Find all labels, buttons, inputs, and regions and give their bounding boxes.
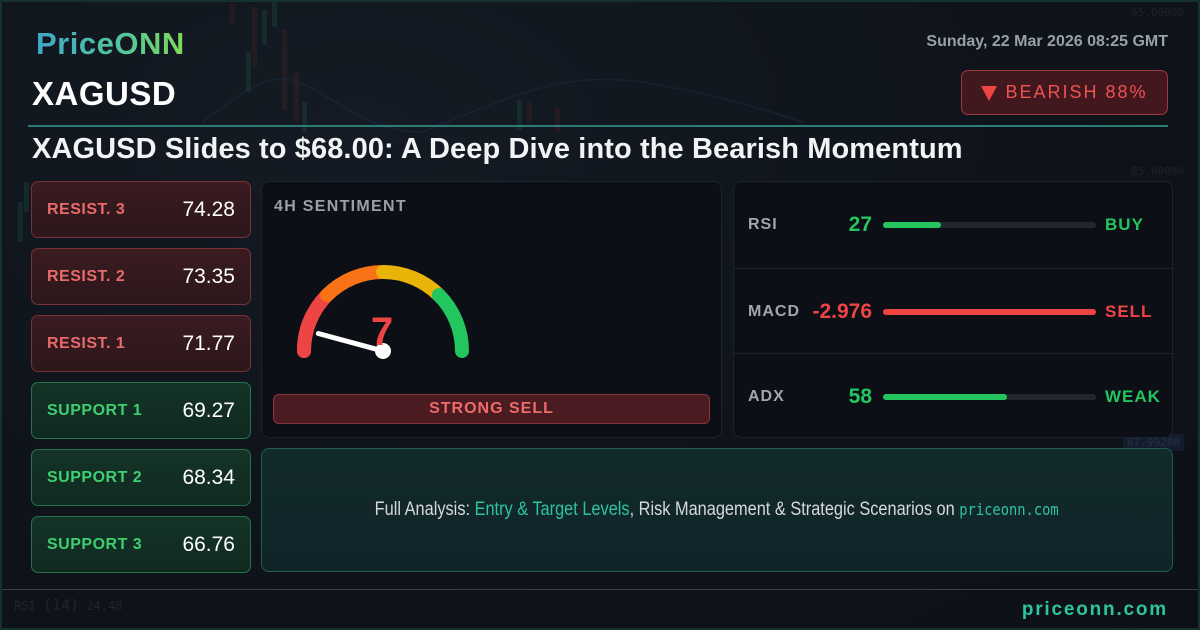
level-card-support-1: SUPPORT 1 69.27 xyxy=(31,382,251,439)
indicators-card: RSI 27 BUY MACD -2.976 SELL ADX 58 WEAK xyxy=(733,181,1173,438)
bias-badge: BEARISH 88% xyxy=(961,70,1168,115)
indicator-bar-fill xyxy=(883,393,1007,400)
down-triangle-icon xyxy=(981,86,998,101)
level-label: RESIST. 2 xyxy=(47,267,126,285)
cta-prefix: Full Analysis: xyxy=(374,499,475,520)
indicator-row-adx: ADX 58 WEAK xyxy=(734,353,1172,439)
indicator-signal: BUY xyxy=(1105,215,1144,234)
level-card-support-2: SUPPORT 2 68.34 xyxy=(31,449,251,506)
level-label: RESIST. 1 xyxy=(47,334,126,352)
brand-logo: PriceONN xyxy=(36,26,185,61)
rsi-pane-name: RSI xyxy=(14,599,36,613)
headline: XAGUSD Slides to $68.00: A Deep Dive int… xyxy=(32,133,963,165)
rsi-pane-value: 24.48 xyxy=(86,599,123,613)
indicator-name: ADX xyxy=(748,387,785,405)
footer-divider xyxy=(2,589,1198,590)
signal-label: STRONG SELL xyxy=(429,400,554,417)
gauge-value: 7 xyxy=(370,310,394,354)
level-card-support-3: SUPPORT 3 66.76 xyxy=(31,516,251,573)
level-card-resist-2: RESIST. 2 73.35 xyxy=(31,248,251,305)
indicator-bar-fill xyxy=(883,308,1096,315)
cta-site-link[interactable]: priceonn.com xyxy=(959,500,1059,519)
cta-middle: , Risk Management & Strategic Scenarios … xyxy=(629,499,960,520)
indicator-row-macd: MACD -2.976 SELL xyxy=(734,268,1172,354)
rsi-pane-label: RSI (14) 24.48 xyxy=(14,596,122,614)
footer-site-link[interactable]: priceonn.com xyxy=(1021,599,1168,620)
indicator-name: MACD xyxy=(748,302,800,320)
sentiment-title: 4H SENTIMENT xyxy=(274,198,407,215)
indicator-bar xyxy=(883,308,1096,315)
indicator-value: 27 xyxy=(848,213,872,236)
cta-text: Full Analysis: Entry & Target Levels, Ri… xyxy=(375,499,1059,521)
indicator-signal: WEAK xyxy=(1105,386,1161,406)
rsi-pane-period: (14) xyxy=(42,596,80,614)
sentiment-signal-badge: STRONG SELL xyxy=(273,394,710,424)
level-value: 68.34 xyxy=(182,465,235,489)
price-axis-label: 85.00000 xyxy=(1131,165,1184,178)
indicator-value: 58 xyxy=(848,384,872,408)
price-axis-label: 95.00000 xyxy=(1131,6,1184,19)
indicator-bar-fill xyxy=(883,222,941,228)
sentiment-card: 4H SENTIMENT 7 STRONG SELL xyxy=(261,181,722,438)
level-value: 66.76 xyxy=(182,532,235,556)
level-label: RESIST. 3 xyxy=(47,200,126,218)
header-divider xyxy=(28,125,1168,127)
indicator-signal: SELL xyxy=(1105,301,1153,321)
indicator-row-rsi: RSI 27 BUY xyxy=(734,182,1172,268)
level-value: 71.77 xyxy=(182,331,235,355)
indicator-value: -2.976 xyxy=(812,299,872,323)
bias-label: BEARISH 88% xyxy=(1005,82,1148,102)
level-card-resist-3: RESIST. 3 74.28 xyxy=(31,181,251,238)
level-value: 69.27 xyxy=(182,398,235,422)
sentiment-gauge-icon xyxy=(296,264,470,359)
cta-highlight: Entry & Target Levels xyxy=(474,499,630,520)
level-value: 74.28 xyxy=(182,197,235,221)
indicator-bar xyxy=(883,222,1096,228)
level-label: SUPPORT 3 xyxy=(47,535,143,553)
indicator-bar xyxy=(883,393,1096,400)
indicator-name: RSI xyxy=(748,216,778,233)
levels-list: RESIST. 3 74.28 RESIST. 2 73.35 RESIST. … xyxy=(31,181,251,583)
level-label: SUPPORT 1 xyxy=(47,401,143,419)
symbol-title: XAGUSD xyxy=(32,75,177,112)
level-card-resist-1: RESIST. 1 71.77 xyxy=(31,315,251,372)
full-analysis-cta[interactable]: Full Analysis: Entry & Target Levels, Ri… xyxy=(261,448,1173,572)
timestamp: Sunday, 22 Mar 2026 08:25 GMT xyxy=(926,33,1168,50)
level-label: SUPPORT 2 xyxy=(47,468,143,486)
level-value: 73.35 xyxy=(182,264,235,288)
